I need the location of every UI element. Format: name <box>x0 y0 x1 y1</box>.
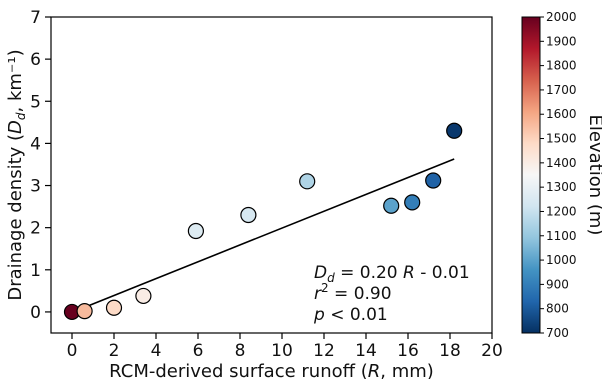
data-point <box>404 194 421 211</box>
y-axis-title: Drainage density (Dd, km⁻¹) <box>5 49 28 300</box>
colorbar-tick-label: 1900 <box>546 34 577 48</box>
data-point <box>240 206 257 224</box>
colorbar-tick-label: 1800 <box>546 59 577 73</box>
colorbar-tick-label: 800 <box>546 302 569 316</box>
colorbar-tick-label: 1600 <box>546 107 577 121</box>
colorbar-tick-label: 1300 <box>546 180 577 194</box>
equation-text: Dd = 0.20 R - 0.01 <box>314 263 470 285</box>
y-tick-label: 3 <box>30 177 41 197</box>
colorbar-tick-label: 1200 <box>546 204 577 218</box>
y-tick-label: 0 <box>30 303 41 323</box>
x-tick-label: 4 <box>151 341 162 361</box>
p-value-text: p < 0.01 <box>313 305 388 325</box>
y-tick-label: 2 <box>30 219 41 239</box>
colorbar <box>521 16 541 334</box>
data-point <box>76 302 93 320</box>
data-point <box>446 122 463 139</box>
y-tick-label: 7 <box>30 8 41 28</box>
x-tick-label: 2 <box>109 341 120 361</box>
data-point <box>135 287 152 305</box>
x-tick-label: 20 <box>481 341 503 361</box>
colorbar-tick-label: 1400 <box>546 156 577 170</box>
colorbar-tick-label: 700 <box>546 326 569 340</box>
x-tick-label: 12 <box>313 341 335 361</box>
colorbar-tick-label: 1500 <box>546 132 577 146</box>
data-point <box>187 222 204 240</box>
y-tick-label: 6 <box>30 50 41 70</box>
data-point <box>299 173 316 190</box>
plot-frame <box>50 16 493 334</box>
x-tick-label: 14 <box>355 341 377 361</box>
colorbar-title: Elevation (m) <box>585 115 602 236</box>
x-tick-label: 6 <box>193 341 204 361</box>
x-tick-label: 18 <box>439 341 461 361</box>
y-tick-label: 1 <box>30 261 41 281</box>
x-tick-label: 8 <box>235 341 246 361</box>
data-point <box>383 197 400 214</box>
colorbar-tick-label: 1000 <box>546 253 577 267</box>
y-tick-label: 4 <box>30 134 41 154</box>
r-squared-text: r2 = 0.90 <box>314 281 392 304</box>
x-axis-title: RCM-derived surface runoff (R, mm) <box>109 361 434 379</box>
data-point <box>425 172 442 189</box>
colorbar-tick-label: 1700 <box>546 83 577 97</box>
x-tick-label: 16 <box>397 341 419 361</box>
regression-line <box>71 158 455 314</box>
colorbar-tick-label: 2000 <box>546 10 577 24</box>
x-tick-label: 0 <box>67 341 78 361</box>
data-point <box>105 299 123 316</box>
x-tick-label: 10 <box>271 341 293 361</box>
colorbar-tick-label: 900 <box>546 277 569 291</box>
colorbar-tick-label: 1100 <box>546 229 577 243</box>
y-tick-label: 5 <box>30 92 41 112</box>
